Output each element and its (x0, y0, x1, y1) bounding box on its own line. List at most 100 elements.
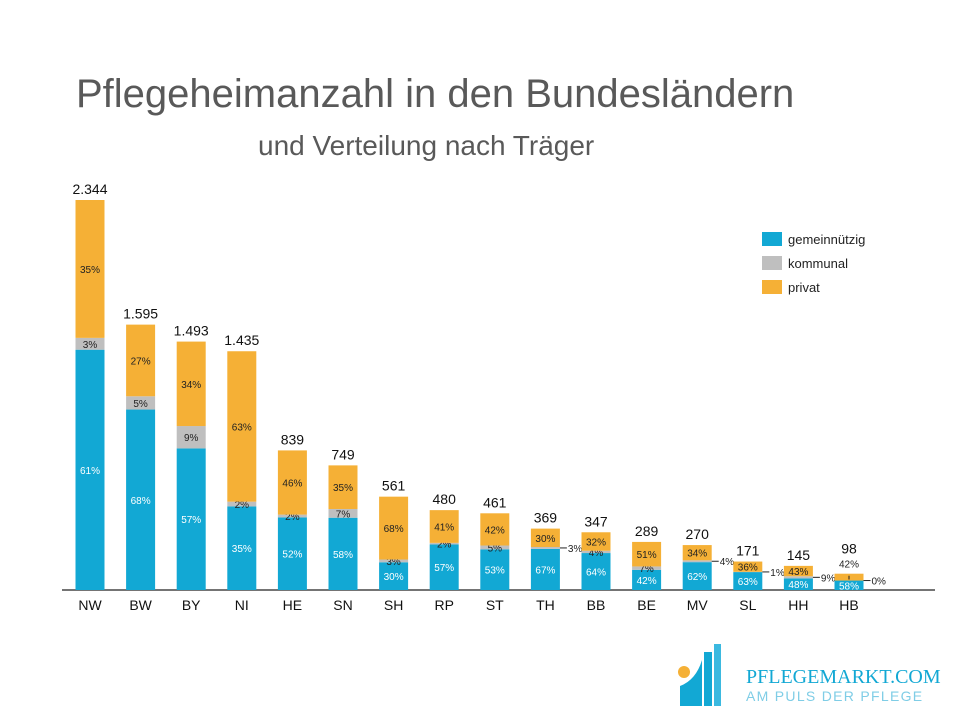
bar-segment-privat (429, 510, 459, 543)
data-label: 64% (586, 568, 606, 579)
data-label: 48% (788, 580, 808, 591)
data-label: 5% (488, 543, 503, 554)
category-label: BB (587, 597, 606, 613)
bar-segment-gemeinnützig (429, 544, 459, 590)
total-label: 270 (686, 526, 710, 542)
data-label: 57% (434, 563, 454, 574)
data-label: 41% (434, 523, 454, 534)
logo-name: PFLEGEMARKT.COM (746, 666, 941, 688)
bar-segment-privat (733, 561, 763, 572)
total-label: 561 (382, 478, 406, 494)
bar-segment-kommunal (75, 337, 105, 350)
data-label: 58% (839, 581, 859, 592)
data-label: 67% (535, 565, 555, 576)
bar-segment-gemeinnützig (75, 349, 105, 590)
legend-swatch-kommunal (762, 256, 782, 270)
data-label: 35% (333, 483, 353, 494)
category-label: BW (129, 597, 152, 613)
category-label: SH (384, 597, 403, 613)
bar-segment-gemeinnützig (733, 572, 763, 590)
data-label: 42% (637, 576, 657, 587)
bar-segment-kommunal (379, 559, 409, 563)
category-label: SL (739, 597, 756, 613)
logo-tagline: AM PULS DER PFLEGE (746, 688, 924, 704)
data-label: 2% (235, 500, 250, 511)
total-label: 480 (433, 491, 457, 507)
category-label: MV (687, 597, 709, 613)
total-label: 1.595 (123, 306, 158, 322)
data-label: 9% (821, 573, 836, 584)
bar-segment-kommunal (227, 501, 257, 507)
data-label: 27% (131, 356, 151, 367)
data-label: 68% (131, 496, 151, 507)
bar-segment-kommunal (632, 566, 662, 570)
legend-swatch-gemeinnützig (762, 232, 782, 246)
bar-segment-privat (632, 541, 662, 567)
bar-segment-gemeinnützig (227, 506, 257, 590)
bar-segment-kommunal (581, 550, 611, 554)
data-label: 61% (80, 466, 100, 477)
data-label: 7% (336, 509, 351, 520)
bar-segment-kommunal (480, 545, 510, 550)
data-label: 46% (282, 479, 302, 490)
category-label: NW (78, 597, 102, 613)
bar-segment-privat (379, 496, 409, 560)
bar-segment-privat (581, 532, 611, 551)
data-label: 34% (687, 549, 707, 560)
bar-segment-privat (176, 341, 206, 427)
data-label: 9% (184, 433, 199, 444)
bar-segment-privat (530, 528, 560, 548)
bar-segment-gemeinnützig (277, 517, 307, 590)
data-label: 34% (181, 380, 201, 391)
data-label: 1% (770, 568, 785, 579)
data-label: 4% (589, 548, 604, 559)
bar-segment-gemeinnützig (176, 448, 206, 590)
bar-segment-privat (783, 565, 813, 577)
bar-segment-kommunal (176, 426, 206, 449)
data-label: 4% (720, 557, 735, 568)
data-label: 42% (485, 525, 505, 536)
total-label: 1.435 (224, 332, 259, 348)
bar-segment-kommunal (277, 514, 307, 518)
bar-segment-gemeinnützig (581, 553, 611, 590)
total-label: 369 (534, 510, 558, 526)
bar-segment-gemeinnützig (783, 578, 813, 590)
data-label: 63% (738, 577, 758, 588)
bar-segment-kommunal (530, 547, 560, 549)
data-label: 30% (535, 534, 555, 545)
total-label: 749 (331, 446, 355, 462)
legend-label: kommunal (788, 256, 848, 271)
category-label: SN (333, 597, 352, 613)
total-label: 98 (841, 541, 857, 557)
bar-segment-kommunal (328, 508, 358, 518)
bar-segment-gemeinnützig (632, 569, 662, 590)
data-label: 3% (386, 557, 401, 568)
bar-segment-kommunal (126, 396, 156, 410)
bar-segment-gemeinnützig (530, 548, 560, 590)
data-label: 53% (485, 566, 505, 577)
data-label: 5% (133, 399, 148, 410)
category-label: NI (235, 597, 249, 613)
legend-label: privat (788, 280, 820, 295)
legend-label: gemeinnützig (788, 232, 865, 247)
chart-title: Pflegeheimanzahl in den Bundesländern (76, 72, 795, 116)
data-label: 43% (788, 567, 808, 578)
bar-segment-gemeinnützig (328, 517, 358, 590)
category-label: HB (839, 597, 858, 613)
bar-segment-gemeinnützig (480, 549, 510, 590)
data-label: 7% (639, 564, 654, 575)
bar-segment-privat (328, 465, 358, 509)
data-label: 68% (384, 524, 404, 535)
bar-segment-kommunal (783, 576, 813, 579)
bar-segment-privat (277, 450, 307, 515)
data-label: 35% (80, 265, 100, 276)
data-label: 36% (738, 563, 758, 574)
category-label: BY (182, 597, 201, 613)
total-label: 347 (584, 513, 608, 529)
category-label: BE (637, 597, 656, 613)
bar-segment-kommunal (682, 560, 712, 563)
data-label: 32% (586, 538, 606, 549)
bar-segment-gemeinnützig (126, 409, 156, 590)
data-label: 2% (285, 512, 300, 523)
